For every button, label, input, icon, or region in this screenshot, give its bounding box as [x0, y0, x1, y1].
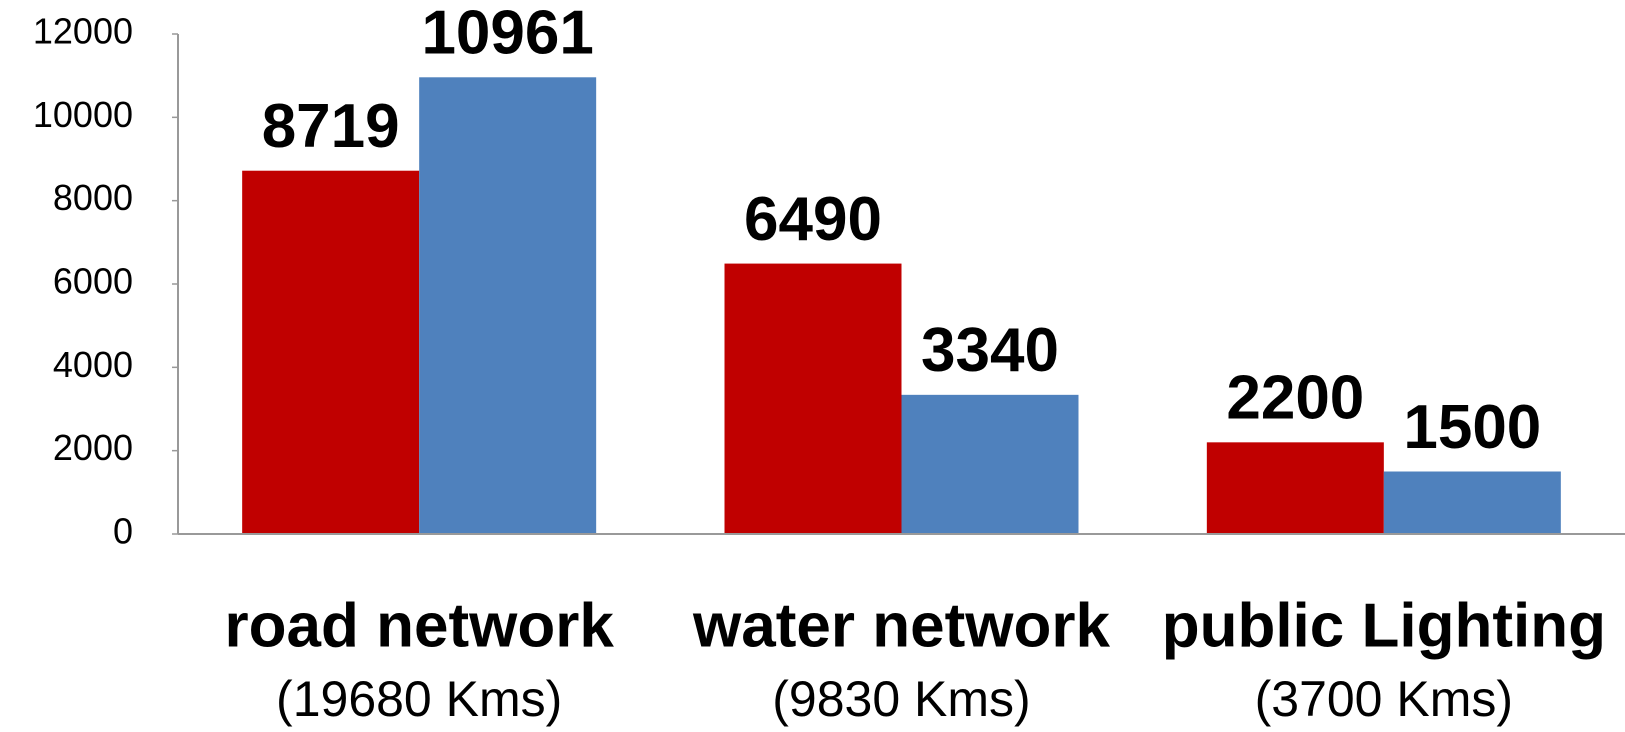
- x-tick-label: water network: [692, 591, 1110, 660]
- value-label: 2200: [1226, 364, 1364, 433]
- bar: [419, 77, 597, 535]
- y-tick-label: 0: [113, 511, 133, 552]
- bar: [1206, 442, 1384, 534]
- value-label: 10961: [421, 0, 593, 68]
- x-tick-sublabel: (9830 Kms): [772, 671, 1030, 727]
- bar: [901, 394, 1079, 534]
- bar: [1383, 471, 1561, 534]
- bar: [242, 170, 420, 535]
- value-label: 8719: [262, 92, 400, 161]
- y-tick-label: 8000: [53, 177, 133, 218]
- x-tick-label: public Lighting: [1162, 591, 1606, 660]
- y-tick-label: 2000: [53, 427, 133, 468]
- bar: [724, 263, 902, 534]
- value-label: 1500: [1403, 393, 1541, 462]
- x-tick-label: road network: [225, 591, 615, 660]
- x-tick-sublabel: (3700 Kms): [1255, 671, 1513, 727]
- x-tick-sublabel: (19680 Kms): [276, 671, 562, 727]
- y-tick-label: 10000: [33, 94, 133, 135]
- y-tick-label: 4000: [53, 344, 133, 385]
- value-label: 3340: [921, 316, 1059, 385]
- y-tick-label: 6000: [53, 261, 133, 302]
- value-label: 6490: [744, 185, 882, 254]
- y-tick-label: 12000: [33, 11, 133, 52]
